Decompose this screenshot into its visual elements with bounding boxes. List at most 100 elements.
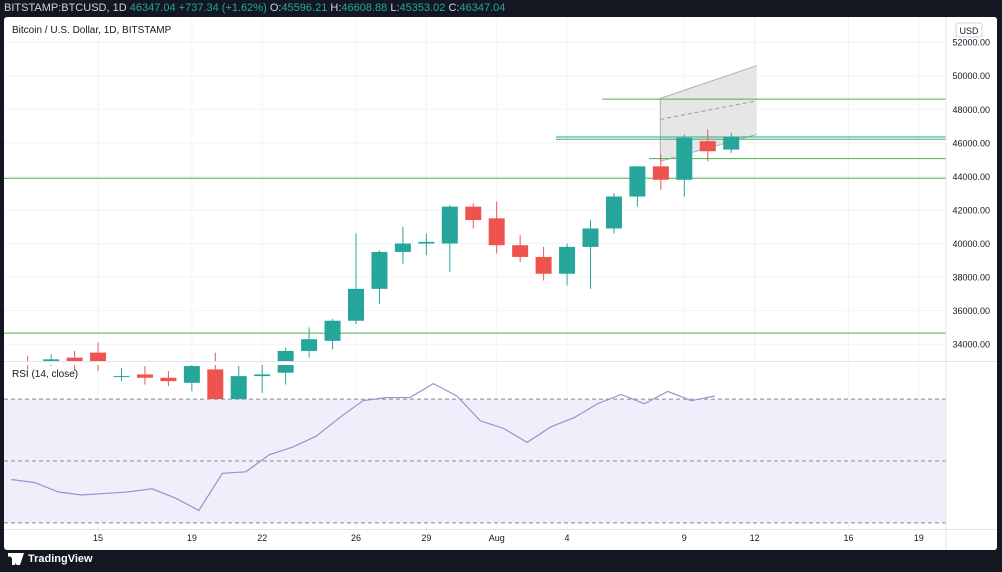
time-tick-label: 15 [93,533,103,543]
candle [136,366,153,385]
price-tick-label: 42000.00 [952,205,990,215]
candle [418,233,435,256]
candle [324,319,341,350]
time-tick-label: 4 [565,533,570,543]
price-tick-label: 36000.00 [952,306,990,316]
brand-label: TradingView [28,553,93,565]
price-tick-label: 40000.00 [952,239,990,249]
candle [160,371,177,387]
open-value: 45596.21 [281,2,328,14]
chart-legend: Bitcoin / U.S. Dollar, 1D, BITSTAMP [12,25,172,36]
price-tick-label: 38000.00 [952,273,990,283]
candle-body [535,256,552,274]
time-tick-label: 22 [257,533,267,543]
symbol-label[interactable]: BITSTAMP:BTCUSD, 1D [4,2,127,14]
time-tick-label: 26 [351,533,361,543]
candle [676,134,693,197]
price-tick-label: 48000.00 [952,105,990,115]
time-tick-label: 12 [750,533,760,543]
candle [488,201,505,254]
footer-bar [0,550,1002,572]
pane-mask [4,362,946,365]
candle [699,129,716,162]
rsi-line [11,382,715,512]
currency-button[interactable]: USD [955,22,983,38]
candle-body [465,206,482,221]
chart-canvas[interactable]: 48607.6046347.0446215.3045060.4343889.11… [4,17,997,550]
candle [723,132,740,153]
price-axis [946,17,997,550]
high-value: 46608.88 [341,2,388,14]
header-bar: BITSTAMP:BTCUSD, 1D 46347.04 +737.34 (+1… [0,0,1002,17]
candle-body [629,166,646,197]
high-label: H: [330,2,342,14]
candle [465,203,482,229]
price-tick-label: 44000.00 [952,172,990,182]
price-tick-label: 50000.00 [952,71,990,81]
channel-upper-line [660,65,757,99]
candle [113,367,130,382]
close-value: 46347.04 [459,2,506,14]
candle [277,347,294,385]
candle-body [113,376,130,378]
candle-body [699,141,716,152]
candle-body [43,359,60,361]
candle-body [418,241,435,244]
channel-mid-line [660,100,757,120]
candle-body [371,251,388,289]
time-tick-label: 9 [682,533,687,543]
candle-body [723,137,740,150]
candle [301,327,318,358]
time-tick-label: 19 [187,533,197,543]
candle-body [441,206,458,244]
candle-body [254,374,271,377]
time-tick-label: 29 [421,533,431,543]
candle [629,166,646,207]
candle-body [582,228,599,247]
time-tick-label: Aug [489,533,505,543]
candle-body [160,377,177,382]
candle [512,235,529,262]
currency-label: USD [959,26,979,36]
tradingview-logo[interactable]: TradingView [8,553,93,565]
candle [652,154,669,190]
candle [582,220,599,289]
candle [394,226,411,264]
candle [535,246,552,281]
candle-body [301,339,318,351]
time-tick-label: 16 [843,533,853,543]
close-label: C: [448,2,460,14]
candle-body [66,357,83,361]
price-change: +737.34 (+1.62%) [178,2,267,14]
candle-body [136,374,153,378]
candle-body [488,218,505,246]
candle-body [348,288,364,321]
low-value: 45353.02 [399,2,446,14]
rsi-legend: RSI (14, close) [12,369,78,380]
candle [371,250,388,304]
time-tick-label: 19 [914,533,924,543]
tradingview-logo-icon [8,553,24,565]
candle-body [652,166,669,180]
candle-body [559,246,576,274]
candle-body [183,366,200,383]
candle-body [90,352,107,365]
candle [559,243,576,286]
candle-body [324,320,341,341]
low-label: L: [390,2,400,14]
candle [441,204,458,273]
candle [348,233,364,325]
chart-frame[interactable]: 48607.6046347.0446215.3045060.4343889.11… [4,17,997,550]
candle [254,362,271,393]
candle-body [394,243,411,252]
price-tick-label: 52000.00 [952,38,990,48]
candle [183,362,200,392]
candle [605,193,622,234]
candle-body [512,245,529,257]
candle [90,342,107,372]
candle-body [676,137,693,180]
last-price: 46347.04 [129,2,176,14]
open-label: O: [269,2,282,14]
price-tick-label: 34000.00 [952,340,990,350]
price-tick-label: 46000.00 [952,138,990,148]
